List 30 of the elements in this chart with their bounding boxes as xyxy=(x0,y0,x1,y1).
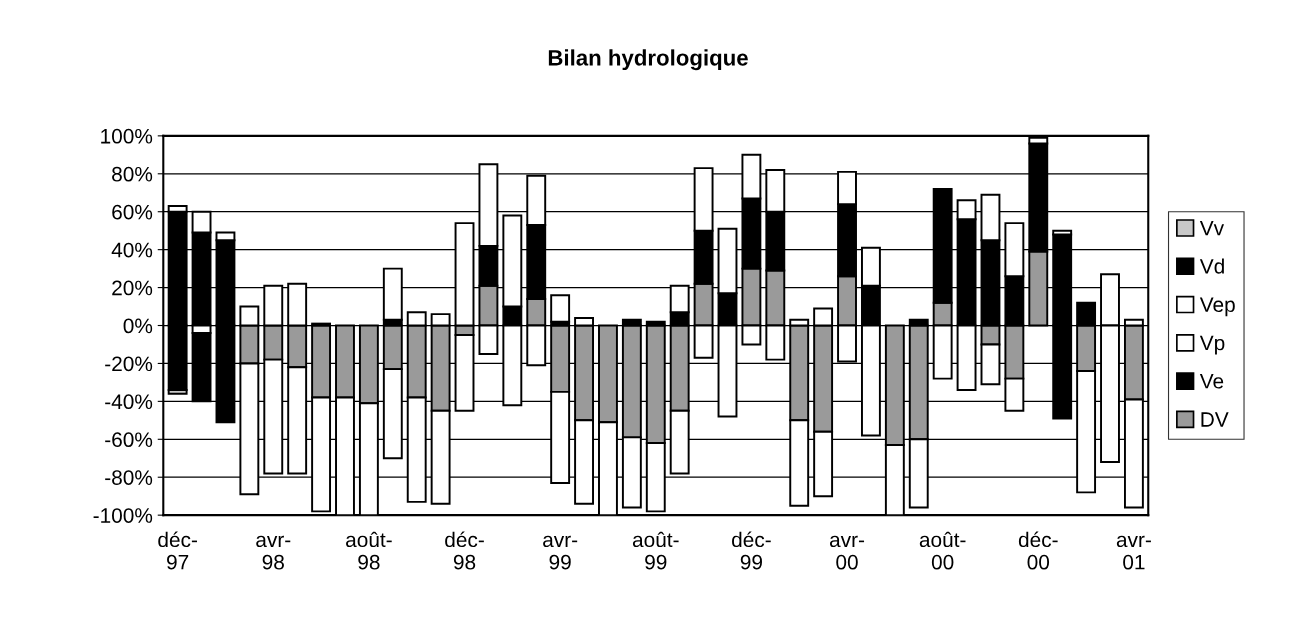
y-tick-label: 0% xyxy=(123,318,153,334)
x-tick-label: avr-98 xyxy=(256,535,291,570)
legend-label: Vd xyxy=(1199,258,1224,274)
x-tick-label: avr-99 xyxy=(543,535,578,570)
x-tick-label: août-99 xyxy=(632,531,679,570)
y-tick-label: -100% xyxy=(93,508,153,523)
y-tick-label: -20% xyxy=(105,356,153,372)
x-tick-label: déc-00 xyxy=(1018,531,1058,570)
legend-label: Vep xyxy=(1199,297,1235,317)
x-tick-label: août-98 xyxy=(346,531,392,570)
y-tick-label: -40% xyxy=(105,394,153,410)
x-tick-label: août-00 xyxy=(919,531,966,570)
legend-label: Vp xyxy=(1199,335,1225,355)
y-tick-label: 20% xyxy=(112,280,153,296)
x-tick-label: avr-00 xyxy=(829,535,865,570)
y-tick-label: -80% xyxy=(105,470,153,485)
y-tick-label: 80% xyxy=(112,166,153,182)
legend-label: DV xyxy=(1201,412,1229,427)
y-tick-label: 60% xyxy=(112,204,153,220)
x-tick-label: déc-99 xyxy=(732,531,771,570)
x-tick-label: déc-98 xyxy=(445,531,484,570)
chart-title: Bilan hydrologique xyxy=(548,49,748,71)
bar xyxy=(550,294,571,323)
x-tick-label: déc-97 xyxy=(158,531,197,570)
y-tick-label: -60% xyxy=(105,432,153,448)
legend-label: Ve xyxy=(1199,374,1224,389)
y-tick-label: 100% xyxy=(101,128,153,144)
legend-label: Vv xyxy=(1199,220,1225,236)
x-tick-label: avr-01 xyxy=(1116,535,1151,570)
y-tick-label: 40% xyxy=(111,242,153,258)
